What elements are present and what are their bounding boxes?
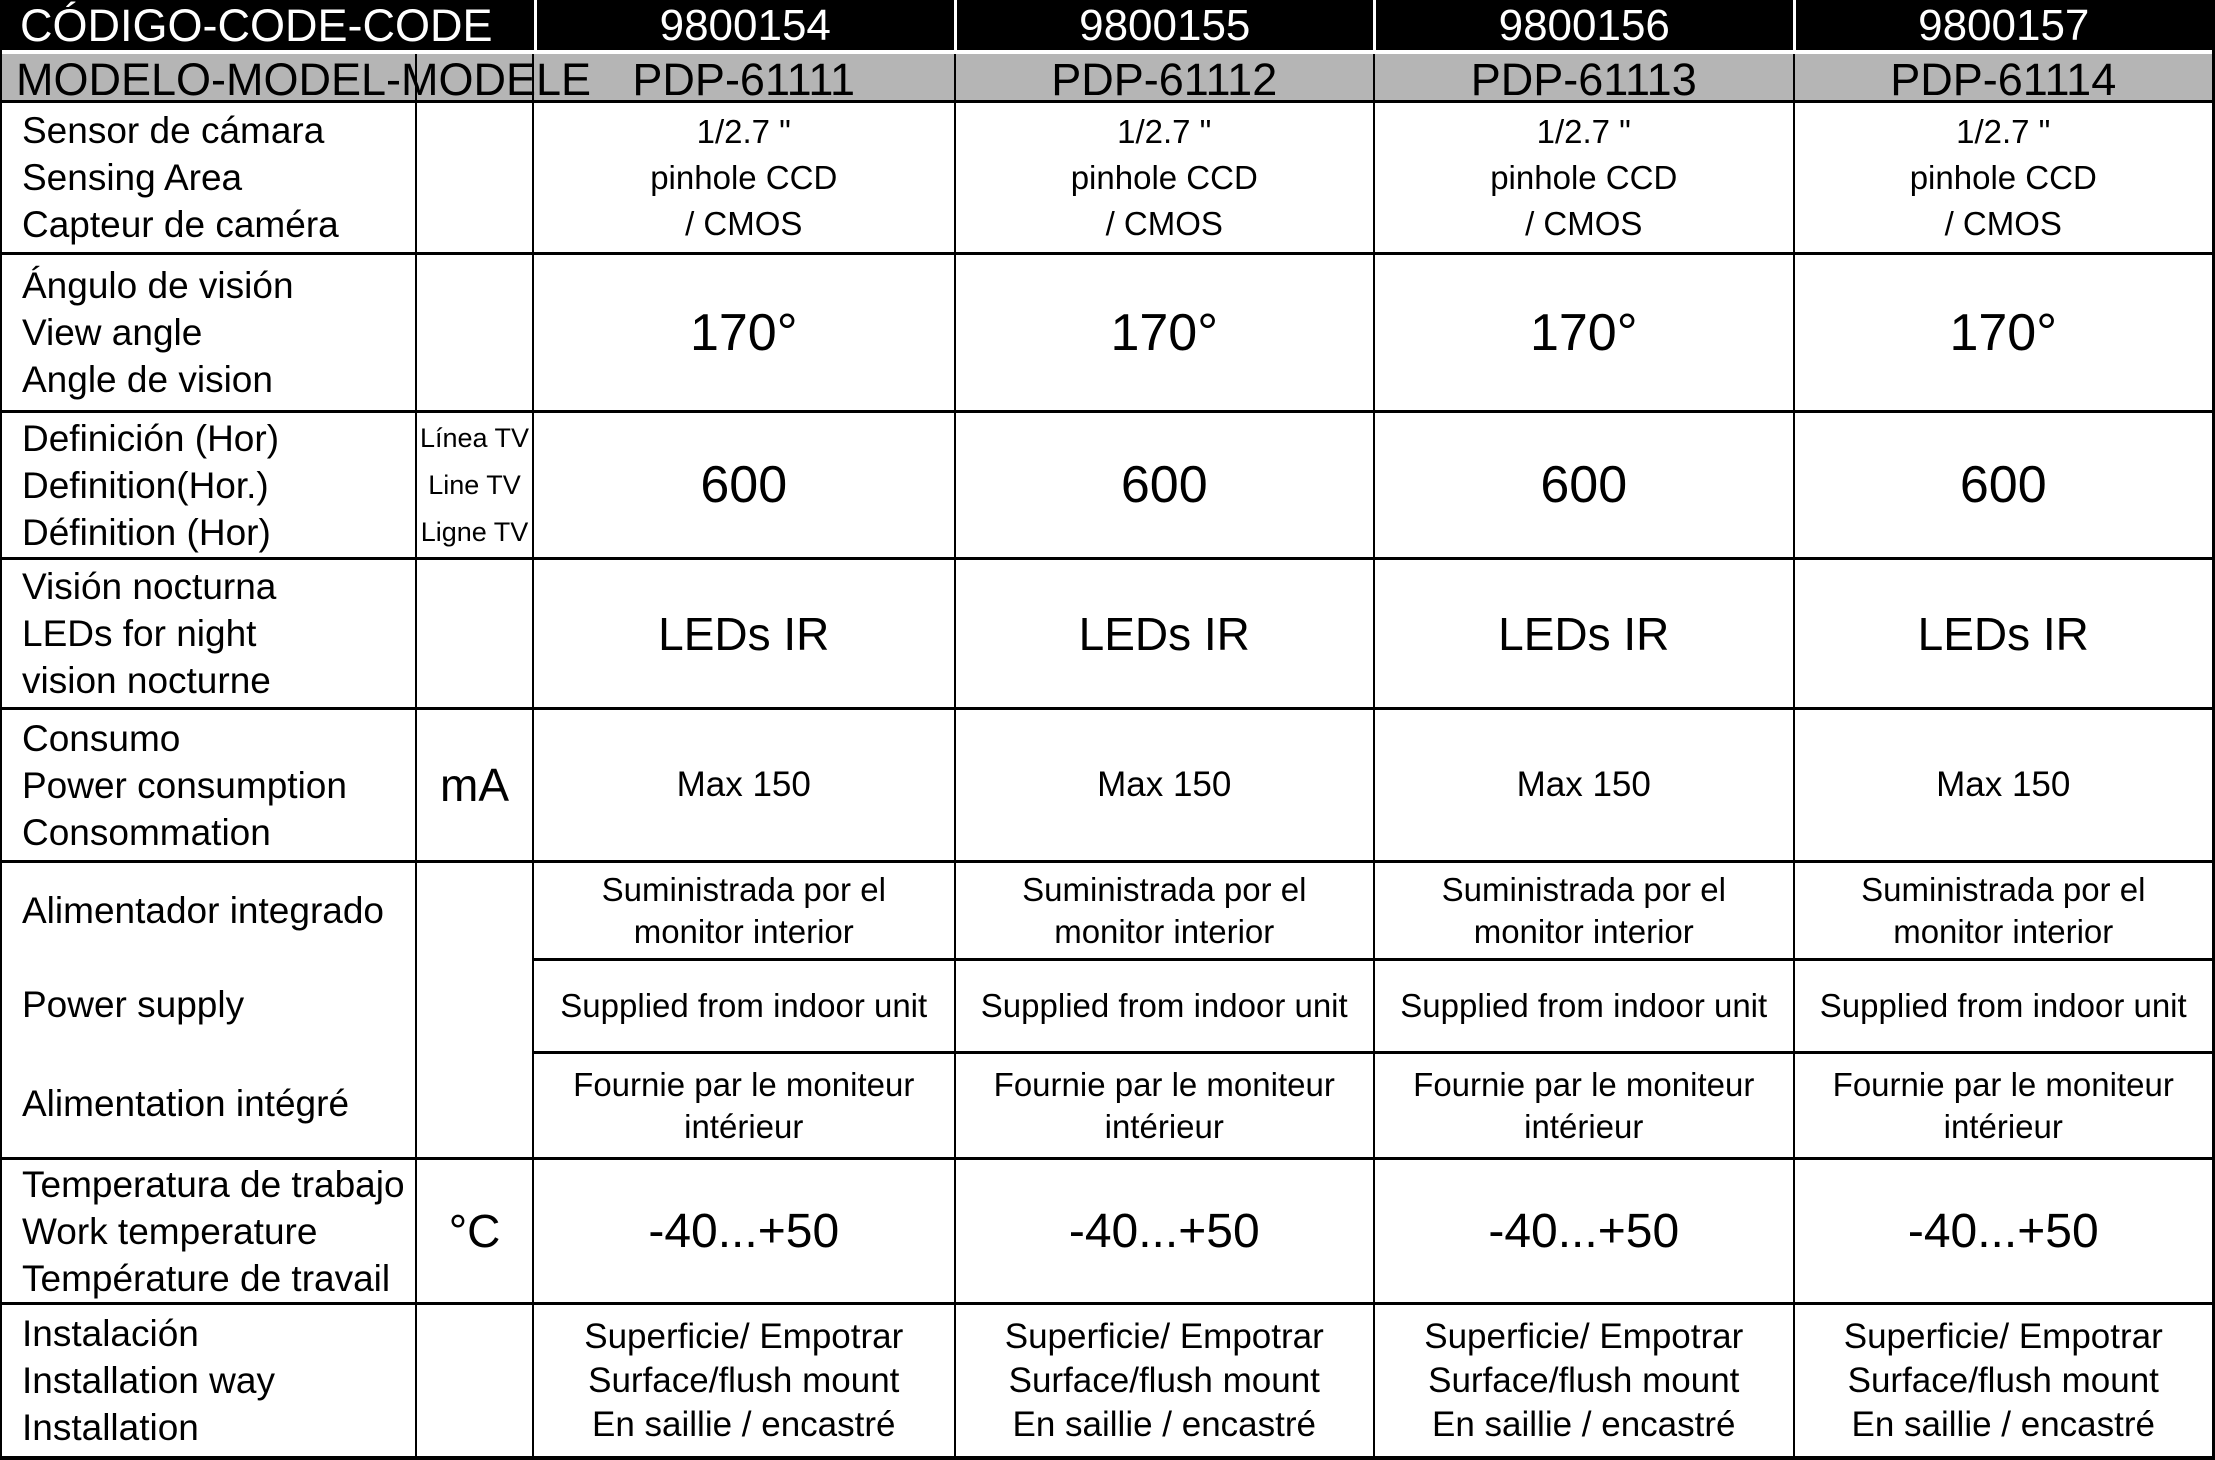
row-installation-label: Instalación Installation way Installatio… <box>22 1313 275 1448</box>
row-temperature-unit: °C <box>415 1160 534 1302</box>
power-supply-es-value-3: Suministrada por el monitor interior <box>1373 863 1793 958</box>
row-sensor-label: Sensor de cámara Sensing Area Capteur de… <box>22 110 339 245</box>
row-definition-value-3: 600 <box>1373 413 1793 557</box>
row-power-supply-unit <box>415 863 534 1157</box>
power-supply-label-es: Alimentador integrado <box>22 889 384 931</box>
row-consumption: Consumo Power consumption Consommation m… <box>2 710 2212 863</box>
row-sensor-unit <box>415 103 534 252</box>
power-supply-fr-value-4: Fournie par le moniteur intérieur <box>1792 1051 2212 1157</box>
row-consumption-value-1: Max 150 <box>676 765 811 804</box>
row-night-vision-value-4: LEDs IR <box>1792 560 2213 707</box>
row-view-angle-value-4: 170° <box>1792 255 2213 410</box>
row-night-vision-value-2: LEDs IR <box>953 560 1374 707</box>
row-temperature-value-1: -40...+50 <box>648 1204 840 1258</box>
code-cell-4: 9800157 <box>1792 0 2213 52</box>
row-sensor-value-2: 1/2.7 " pinhole CCD / CMOS <box>953 103 1374 252</box>
row-view-angle-value-1: 170° <box>689 303 798 362</box>
code-header-label: CÓDIGO-CODE-CODE <box>20 0 493 51</box>
power-supply-label-en: Power supply <box>22 983 245 1025</box>
model-cell-3: PDP-61113 <box>1373 54 1793 106</box>
row-installation-value-2: Superficie/ Empotrar Surface/flush mount… <box>953 1305 1374 1456</box>
row-definition: Definición (Hor) Definition(Hor.) Défini… <box>2 413 2212 560</box>
code-cell-3: 9800156 <box>1373 0 1793 52</box>
row-temperature: Temperatura de trabajo Work temperature … <box>2 1160 2212 1305</box>
row-consumption-value-3: Max 150 <box>1373 710 1793 860</box>
power-supply-fr-value-1: Fournie par le moniteur intérieur <box>534 1051 954 1157</box>
row-view-angle: Ángulo de visión View angle Angle de vis… <box>2 255 2212 413</box>
row-consumption-label: Consumo Power consumption Consommation <box>22 717 347 853</box>
model-cell-1: PDP-61111 <box>632 54 856 105</box>
power-supply-fr-value-2: Fournie par le moniteur intérieur <box>953 1051 1373 1157</box>
row-night-vision-label: Visión nocturna LEDs for night vision no… <box>22 566 277 701</box>
row-view-angle-unit <box>415 255 534 410</box>
model-header-label: MODELO-MODEL-MODELE <box>16 54 592 105</box>
power-supply-es-value-4: Suministrada por el monitor interior <box>1792 863 2213 958</box>
header-divider-gap <box>2 50 2212 54</box>
code-cell-1: 9800154 <box>534 0 954 52</box>
row-definition-label: Definición (Hor) Definition(Hor.) Défini… <box>22 417 280 553</box>
row-view-angle-value-2: 170° <box>953 255 1374 410</box>
row-sensor-value-4: 1/2.7 " pinhole CCD / CMOS <box>1792 103 2213 252</box>
row-temperature-label: Temperatura de trabajo Work temperature … <box>22 1163 405 1299</box>
row-definition-unit: Línea TV Line TV Ligne TV <box>415 413 534 557</box>
row-temperature-value-2: -40...+50 <box>953 1160 1374 1302</box>
model-cell-4: PDP-61114 <box>1792 54 2213 106</box>
code-cell-2: 9800155 <box>953 0 1374 52</box>
power-supply-value-grid: Suministrada por el monitor interior Sum… <box>534 863 2212 1157</box>
model-header-unit-cell <box>415 54 534 106</box>
code-header-row: CÓDIGO-CODE-CODE 9800154 9800155 9800156… <box>2 0 2213 52</box>
row-installation-unit <box>415 1305 534 1456</box>
power-supply-es-value-2: Suministrada por el monitor interior <box>953 863 1374 958</box>
row-temperature-value-4: -40...+50 <box>1792 1160 2213 1302</box>
row-night-vision: Visión nocturna LEDs for night vision no… <box>2 560 2212 710</box>
power-supply-en-value-2: Supplied from indoor unit <box>953 958 1373 1051</box>
row-installation: Instalación Installation way Installatio… <box>2 1305 2212 1460</box>
row-sensor-value-1: 1/2.7 " pinhole CCD / CMOS <box>650 112 838 242</box>
row-definition-value-1: 600 <box>700 456 788 514</box>
model-header-row: MODELO-MODEL-MODELE PDP-61111 PDP-61112 … <box>2 54 2213 106</box>
row-consumption-value-2: Max 150 <box>953 710 1374 860</box>
row-installation-value-3: Superficie/ Empotrar Surface/flush mount… <box>1373 1305 1793 1456</box>
row-temperature-value-3: -40...+50 <box>1373 1160 1793 1302</box>
power-supply-en-value-4: Supplied from indoor unit <box>1792 958 2212 1051</box>
row-power-supply: Alimentador integrado Power supply Alime… <box>2 863 2212 1160</box>
row-consumption-value-4: Max 150 <box>1792 710 2213 860</box>
row-view-angle-value-3: 170° <box>1373 255 1793 410</box>
power-supply-en-value-1: Supplied from indoor unit <box>534 958 954 1051</box>
row-sensor-value-3: 1/2.7 " pinhole CCD / CMOS <box>1373 103 1793 252</box>
row-night-vision-value-1: LEDs IR <box>658 607 830 660</box>
row-night-vision-unit <box>415 560 534 707</box>
row-power-supply-label: Alimentador integrado Power supply Alime… <box>2 863 415 1157</box>
row-installation-value-4: Superficie/ Empotrar Surface/flush mount… <box>1792 1305 2213 1456</box>
row-definition-value-2: 600 <box>953 413 1374 557</box>
row-definition-value-4: 600 <box>1792 413 2213 557</box>
model-cell-2: PDP-61112 <box>953 54 1374 106</box>
row-view-angle-label: Ángulo de visión View angle Angle de vis… <box>22 265 294 400</box>
power-supply-en-value-3: Supplied from indoor unit <box>1373 958 1793 1051</box>
row-sensor: Sensor de cámara Sensing Area Capteur de… <box>2 103 2212 255</box>
row-night-vision-value-3: LEDs IR <box>1373 560 1793 707</box>
power-supply-fr-value-3: Fournie par le moniteur intérieur <box>1373 1051 1793 1157</box>
row-installation-value-1: Superficie/ Empotrar Surface/flush mount… <box>584 1316 904 1444</box>
power-supply-es-value-1: Suministrada por el monitor interior <box>601 870 886 950</box>
power-supply-label-fr: Alimentation intégré <box>22 1083 350 1124</box>
row-consumption-unit: mA <box>415 710 534 860</box>
